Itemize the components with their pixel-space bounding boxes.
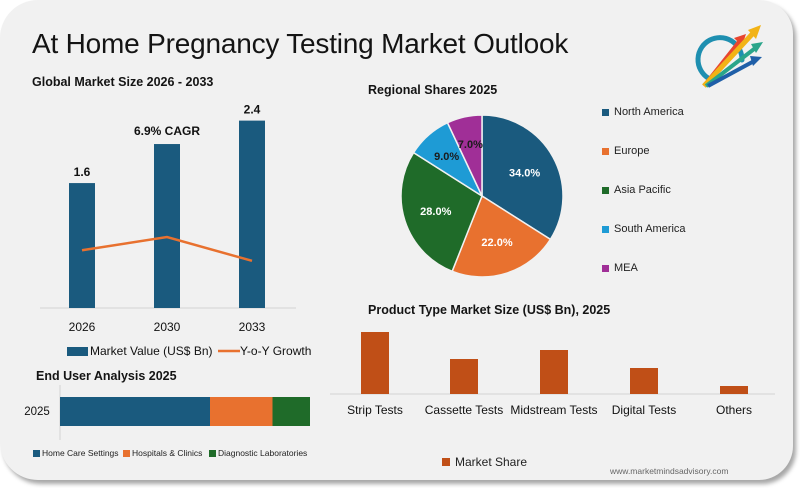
yoy-growth-line bbox=[81, 235, 253, 263]
x-tick-label: Others bbox=[716, 403, 752, 417]
market-size-chart: 1.6 2026 2030 2.4 2033 6.9% CAGR Market Value … bbox=[40, 103, 311, 358]
stacked-segment-diagnostic-laboratories bbox=[272, 397, 310, 426]
market-value-legend-swatch bbox=[67, 347, 88, 356]
source-url: www.marketmindsadvisory.com bbox=[610, 466, 729, 476]
pie-data-label: 7.0% bbox=[458, 139, 483, 151]
pie-slice-europe bbox=[451, 194, 552, 278]
cagr-annotation: 6.9% CAGR bbox=[134, 124, 200, 138]
market-value-bar-2033 bbox=[239, 120, 265, 308]
x-tick-label: 2026 bbox=[69, 320, 96, 334]
regional-shares-pie: 34.0% 22.0% 28.0% 9.0%7.0% bbox=[400, 114, 564, 278]
legend-swatch bbox=[602, 147, 609, 155]
end-user-legend-item: Home Care Settings bbox=[33, 448, 119, 458]
regional-shares-title: Regional Shares 2025 bbox=[368, 83, 498, 97]
legend-swatch bbox=[209, 449, 216, 457]
product-type-title: Product Type Market Size (US$ Bn), 2025 bbox=[368, 303, 611, 317]
product-bar-strip-tests bbox=[361, 332, 389, 394]
x-tick-label: 2030 bbox=[154, 320, 181, 334]
end-user-title: End User Analysis 2025 bbox=[36, 369, 177, 383]
pie-data-label: 28.0% bbox=[420, 206, 451, 218]
stacked-segment-hospitals-clinics bbox=[210, 397, 273, 426]
x-tick-label: Digital Tests bbox=[612, 403, 676, 417]
legend-item-europe: Europe bbox=[602, 145, 649, 157]
x-tick-label: Strip Tests bbox=[347, 403, 403, 417]
legend-item-north-america: North America bbox=[602, 106, 684, 118]
market-value-bar-2026 bbox=[69, 183, 95, 308]
x-tick-label: Cassette Tests bbox=[425, 403, 503, 417]
product-legend-item: Market Share bbox=[442, 455, 527, 469]
pie-data-label: 34.0% bbox=[509, 168, 540, 180]
market-value-legend-label: Market Value (US$ Bn) bbox=[90, 344, 213, 358]
legend-label: MEA bbox=[614, 262, 638, 274]
market-size-title: Global Market Size 2026 - 2033 bbox=[32, 75, 214, 89]
product-bar-cassette-tests bbox=[450, 359, 478, 394]
x-tick-label: Midstream Tests bbox=[510, 403, 597, 417]
legend-swatch bbox=[33, 449, 40, 457]
pie-data-label: 9.0% bbox=[434, 151, 459, 163]
legend-swatch bbox=[602, 264, 609, 272]
pie-slice-asia-pacific bbox=[400, 151, 483, 273]
yoy-legend-label: Y-o-Y Growth bbox=[240, 344, 311, 358]
y-tick-label: 2025 bbox=[24, 406, 50, 418]
product-legend-label: Market Share bbox=[455, 455, 528, 469]
product-bar-midstream-tests bbox=[540, 350, 568, 394]
page-title: At Home Pregnancy Testing Market Outlook bbox=[32, 28, 569, 59]
legend-label: South America bbox=[614, 223, 686, 235]
x-tick-label: 2033 bbox=[239, 320, 266, 334]
legend-label: Home Care Settings bbox=[42, 448, 119, 458]
legend-label: Asia Pacific bbox=[614, 184, 671, 196]
pie-slice-mea bbox=[446, 114, 483, 197]
legend-swatch bbox=[602, 225, 609, 233]
product-type-chart: Strip Tests Cassette Tests Midstream Tests… bbox=[330, 332, 775, 417]
market-value-bar-2030 bbox=[154, 144, 180, 308]
product-bar-others bbox=[720, 386, 748, 394]
stacked-segment-home-care-settings bbox=[60, 397, 210, 426]
legend-swatch bbox=[602, 108, 609, 116]
bar-value-label: 1.6 bbox=[74, 165, 91, 179]
product-bar-digital-tests bbox=[630, 368, 658, 394]
legend-swatch bbox=[123, 449, 130, 457]
legend-item-mea: MEA bbox=[602, 262, 638, 274]
end-user-legend-item: Diagnostic Laboratories bbox=[209, 448, 307, 458]
legend-item-south-america: South America bbox=[602, 223, 686, 235]
legend-label: Hospitals & Clinics bbox=[132, 448, 203, 458]
pie-data-label: 22.0% bbox=[481, 237, 512, 249]
bar-value-label: 2.4 bbox=[244, 103, 261, 117]
end-user-chart: 2025 bbox=[24, 385, 310, 440]
legend-label: Diagnostic Laboratories bbox=[218, 448, 308, 458]
market-share-swatch bbox=[442, 458, 450, 466]
rising-arrows-logo-icon bbox=[695, 25, 763, 88]
end-user-legend-item: Hospitals & Clinics bbox=[123, 448, 202, 458]
legend-label: North America bbox=[614, 106, 684, 118]
legend-label: Europe bbox=[614, 145, 650, 157]
legend-swatch bbox=[602, 186, 609, 194]
legend-item-asia-pacific: Asia Pacific bbox=[602, 184, 671, 196]
